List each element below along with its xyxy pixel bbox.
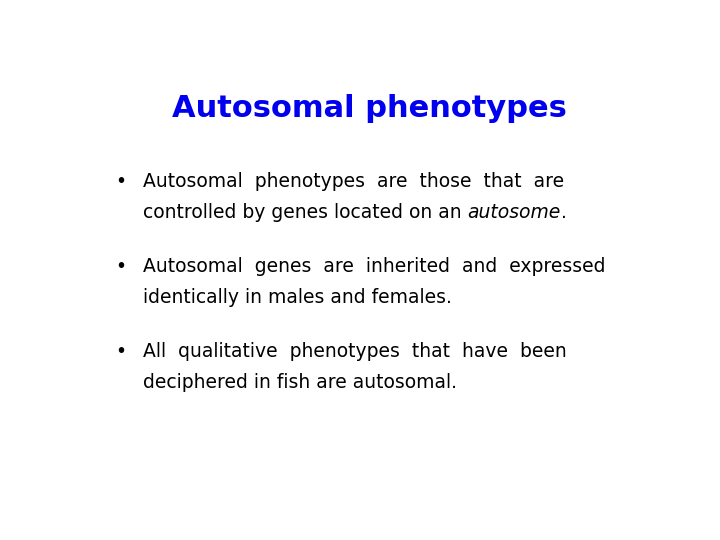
Text: •: • [115,342,126,361]
Text: •: • [115,172,126,191]
Text: All  qualitative  phenotypes  that  have  been: All qualitative phenotypes that have bee… [143,342,567,361]
Text: deciphered in fish are autosomal.: deciphered in fish are autosomal. [143,373,457,393]
Text: Autosomal phenotypes: Autosomal phenotypes [171,94,567,123]
Text: Autosomal  genes  are  inherited  and  expressed: Autosomal genes are inherited and expres… [143,257,606,276]
Text: identically in males and females.: identically in males and females. [143,288,452,307]
Text: controlled by genes located on an: controlled by genes located on an [143,203,467,222]
Text: Autosomal  phenotypes  are  those  that  are: Autosomal phenotypes are those that are [143,172,564,191]
Text: .: . [561,203,567,222]
Text: autosome: autosome [467,203,561,222]
Text: •: • [115,257,126,276]
